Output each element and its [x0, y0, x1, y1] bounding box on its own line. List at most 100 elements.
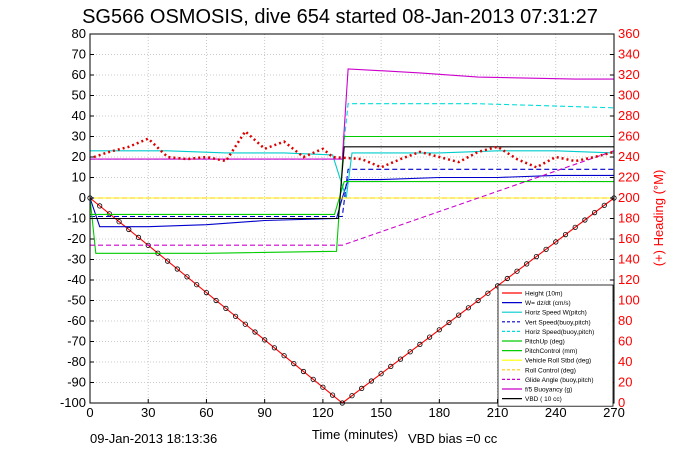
- y-tick-label: -100: [60, 395, 86, 410]
- height-marker: [368, 378, 374, 384]
- y-tick-label: 0: [79, 190, 86, 205]
- x-tick-label: 210: [487, 405, 509, 420]
- y-right-tick-label: 340: [618, 47, 640, 62]
- legend-label: Roll Control (deg): [525, 367, 576, 374]
- y-tick-label: -40: [67, 272, 86, 287]
- y-tick-label: 80: [72, 26, 86, 41]
- legend-label: VBD ( 10 cc): [525, 396, 562, 403]
- y-right-tick-label: 260: [618, 129, 640, 144]
- y-tick-label: -20: [67, 231, 86, 246]
- x-tick-label: 180: [428, 405, 450, 420]
- x-axis-label: Time (minutes): [312, 427, 398, 442]
- height-marker: [582, 217, 588, 223]
- height-marker: [252, 329, 258, 335]
- y-tick-label: 20: [72, 149, 86, 164]
- height-marker: [262, 337, 268, 343]
- height-marker: [475, 297, 481, 304]
- y-right-tick-label: 280: [618, 108, 640, 123]
- footer-vbd-bias: VBD bias =0 cc: [408, 431, 498, 446]
- height-marker: [203, 289, 209, 296]
- series-line-glide-angle: [90, 150, 615, 246]
- height-marker: [446, 319, 452, 326]
- x-tick-label: 0: [86, 405, 93, 420]
- y-tick-label: 10: [72, 170, 86, 185]
- y-right-tick-label: 180: [618, 211, 640, 226]
- height-marker: [126, 226, 132, 233]
- y-tick-label: -10: [67, 211, 86, 226]
- series-line-vbd: [90, 146, 614, 220]
- series-line-buoyancy: [90, 68, 614, 160]
- height-marker: [456, 312, 462, 318]
- height-marker: [378, 371, 384, 377]
- height-marker: [310, 376, 316, 382]
- y-right-tick-label: 40: [618, 354, 632, 369]
- height-marker: [485, 290, 491, 296]
- y-right-tick-label: 120: [618, 272, 640, 287]
- y-right-tick-label: 80: [618, 313, 632, 328]
- series-line-heading: [93, 129, 615, 169]
- y-tick-label: 30: [72, 129, 86, 144]
- legend-label: W= dz/dt (cm/s): [525, 300, 571, 307]
- height-marker: [320, 384, 326, 390]
- height-marker: [213, 297, 219, 304]
- height-marker: [281, 353, 287, 359]
- height-marker: [194, 282, 200, 288]
- height-marker: [359, 385, 365, 391]
- y-tick-label: -90: [67, 375, 86, 390]
- y-right-tick-label: 200: [618, 190, 640, 205]
- height-marker: [174, 266, 180, 272]
- legend-label: Glide Angle (buoy,pitch): [525, 377, 594, 384]
- series-line-pitch-up: [89, 135, 614, 254]
- height-marker: [397, 356, 404, 362]
- height-marker: [514, 268, 520, 274]
- height-marker: [426, 334, 433, 340]
- height-marker: [436, 327, 442, 333]
- height-marker: [407, 349, 413, 355]
- y-right-tick-label: 320: [618, 67, 640, 82]
- x-tick-label: 240: [545, 405, 567, 420]
- height-marker: [388, 363, 394, 369]
- x-tick-label: 270: [603, 405, 625, 420]
- y-tick-label: 70: [72, 47, 86, 62]
- height-marker: [533, 254, 540, 260]
- legend-box: [497, 284, 614, 407]
- height-marker: [465, 305, 471, 311]
- height-marker: [601, 202, 607, 208]
- y-right-tick-label: 240: [618, 149, 640, 164]
- height-marker: [562, 232, 569, 238]
- y-right-tick-label: 220: [618, 170, 640, 185]
- right-axis-label: (+) Heading (°M): [651, 170, 666, 267]
- height-marker: [135, 234, 142, 240]
- legend-label: Horiz Speed W(pitch): [525, 310, 587, 317]
- y-right-tick-label: 20: [618, 375, 632, 390]
- height-marker: [291, 360, 297, 367]
- height-marker: [97, 203, 103, 209]
- height-marker: [165, 258, 171, 264]
- y-right-tick-label: 300: [618, 88, 640, 103]
- y-tick-label: -80: [67, 354, 86, 369]
- legend-label: Horiz Speed(buoy,pitch): [525, 329, 594, 336]
- x-tick-label: 120: [312, 405, 334, 420]
- height-marker: [329, 392, 336, 398]
- y-tick-label: -50: [67, 293, 86, 308]
- y-right-tick-label: 360: [618, 26, 640, 41]
- y-right-tick-label: 100: [618, 293, 640, 308]
- height-marker: [116, 219, 122, 225]
- legend-label: Height (10m): [525, 291, 563, 298]
- x-tick-label: 150: [370, 405, 392, 420]
- y-tick-label: -70: [67, 334, 86, 349]
- height-marker: [524, 261, 530, 267]
- legend-label: PitchUp (deg): [525, 339, 565, 346]
- height-marker: [184, 274, 190, 280]
- y-tick-label: 60: [72, 67, 86, 82]
- x-tick-label: 60: [199, 405, 213, 420]
- y-right-tick-label: 160: [618, 231, 640, 246]
- height-marker: [233, 313, 239, 319]
- series-line-vert-speed-buoy-pitch: [90, 168, 614, 218]
- legend-label: f/5 Buoyancy (g): [525, 387, 572, 394]
- series-layer: [87, 68, 617, 406]
- y-right-tick-label: 60: [618, 334, 632, 349]
- height-marker: [417, 341, 423, 347]
- height-marker: [572, 224, 578, 230]
